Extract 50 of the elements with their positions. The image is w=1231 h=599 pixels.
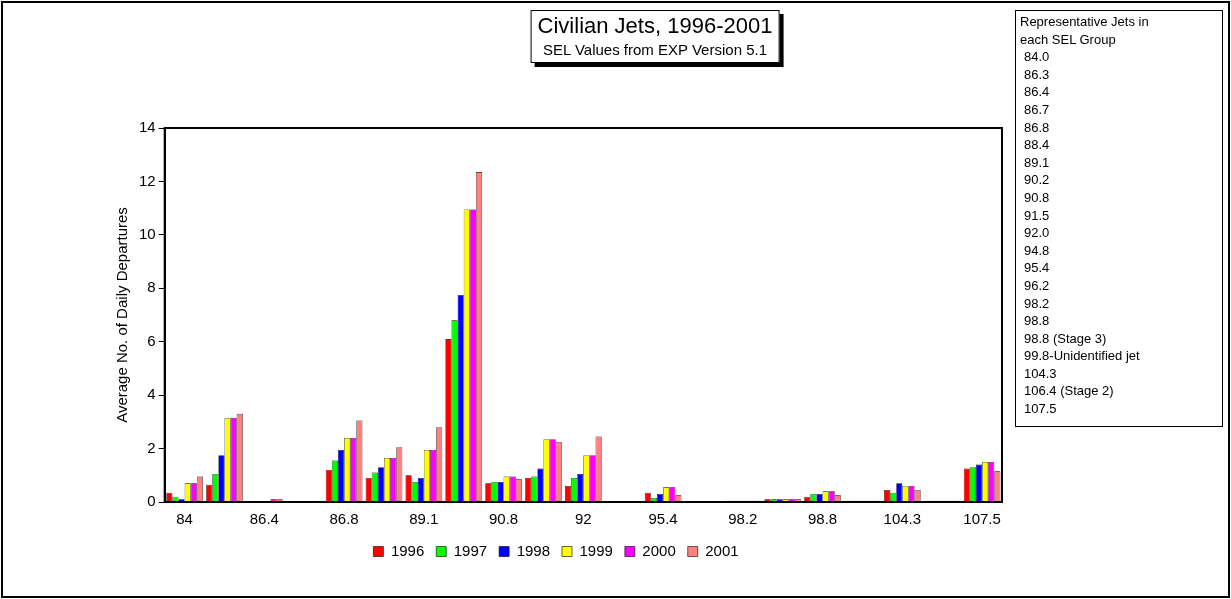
x-tick-label: 84 — [176, 510, 193, 528]
y-tick-label: 2 — [147, 438, 156, 456]
y-axis-title: Average No. of Daily Departures — [113, 207, 131, 423]
text: 98.2 — [1023, 294, 1051, 313]
text: 94.8 — [1023, 241, 1051, 260]
text: 92.0 — [1023, 224, 1051, 242]
x-tick-label: 89.1 — [409, 510, 439, 528]
text: 88.4 — [1023, 136, 1051, 154]
text: 90.8 — [1023, 188, 1051, 207]
text: 98.8 (Stage 3) — [1023, 329, 1108, 348]
y-tick-label: 6 — [147, 331, 156, 349]
y-tick-label: 12 — [139, 171, 156, 189]
x-tick-label: 98.8 — [807, 510, 838, 528]
text: 104.3 — [1023, 364, 1058, 383]
text: 107.5 — [1023, 400, 1058, 418]
y-tick-label: 10 — [139, 225, 156, 242]
chart-subtitle: SEL Values from EXP Version 5.1 — [542, 41, 768, 58]
text: 96.2 — [1023, 276, 1051, 295]
text: 95.4 — [1023, 259, 1051, 277]
legend-label: 1997 — [453, 541, 488, 559]
text: 90.2 — [1023, 171, 1051, 189]
text: 86.4 — [1023, 83, 1051, 101]
text: 86.3 — [1023, 65, 1051, 84]
y-tick-label: 0 — [147, 492, 156, 510]
x-tick-label: 86.8 — [329, 510, 359, 528]
text: 99.8-Unidentified jet — [1023, 347, 1141, 365]
text: 106.4 (Stage 2) — [1023, 382, 1115, 401]
legend-label: 2000 — [642, 541, 676, 559]
x-tick-label: 95.4 — [648, 510, 678, 528]
legend-label: 2001 — [705, 541, 739, 559]
x-tick-label: 86.4 — [249, 510, 279, 528]
text: 84.0 — [1023, 48, 1051, 66]
chart-title: Civilian Jets, 1996-2001 — [537, 13, 773, 39]
legend-label: 1998 — [516, 541, 551, 559]
x-tick-label: 98.2 — [728, 510, 758, 528]
x-tick-label: 92 — [575, 510, 592, 528]
text: 89.1 — [1023, 153, 1051, 172]
text: 86.7 — [1023, 100, 1051, 119]
text: 91.5 — [1023, 206, 1051, 225]
x-tick-label: 104.3 — [883, 510, 922, 528]
legend-label: 1996 — [390, 541, 425, 559]
y-tick-label: 4 — [147, 385, 156, 403]
x-tick-label: 107.5 — [963, 510, 1001, 528]
text: 86.8 — [1023, 118, 1051, 137]
x-tick-label: 90.8 — [489, 510, 519, 528]
legend-label: 1999 — [579, 541, 613, 559]
text: Representative Jets in each SEL Group — [1020, 13, 1150, 49]
y-tick-label: 8 — [147, 278, 156, 296]
y-tick-label: 14 — [139, 118, 156, 136]
text: 98.8 — [1023, 312, 1051, 330]
